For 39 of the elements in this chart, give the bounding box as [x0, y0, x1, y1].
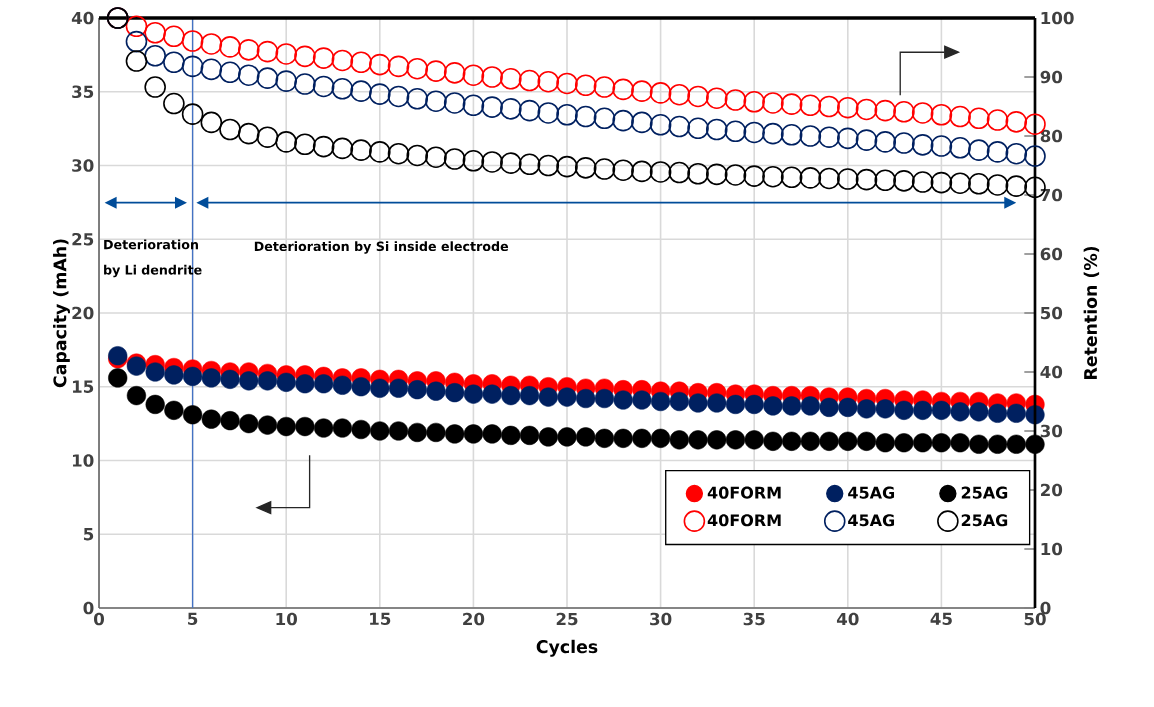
y2-tick-label: 40 — [1040, 365, 1063, 379]
y-axis-title: Capacity (mAh) — [53, 239, 70, 388]
x-tick-label: 40 — [836, 612, 859, 626]
y-tick-label: 20 — [72, 306, 94, 320]
annotation: Deterioration by Si inside electrode — [254, 241, 509, 254]
x-tick-label: 5 — [188, 612, 198, 626]
y2-tick-label: 90 — [1040, 70, 1063, 84]
y2-tick-label: 70 — [1040, 188, 1063, 202]
y2-tick-label: 80 — [1040, 129, 1063, 143]
x-tick-label: 15 — [370, 612, 391, 626]
legend-label: 45AG — [848, 486, 895, 499]
legend-label: 45AG — [848, 514, 895, 527]
y-tick-label: 25 — [72, 232, 94, 246]
y-tick-label: 0 — [83, 601, 94, 615]
legend-label: 25AG — [961, 486, 1008, 499]
x-tick-label: 35 — [743, 612, 765, 626]
y-tick-label: 35 — [72, 85, 94, 99]
x-axis-title: Cycles — [536, 639, 598, 657]
y-tick-label: 40 — [71, 11, 94, 25]
x-tick-label: 0 — [94, 612, 104, 626]
legend-label: 25AG — [961, 514, 1008, 527]
y2-tick-label: 10 — [1041, 542, 1063, 556]
x-tick-label: 30 — [650, 612, 672, 626]
x-tick-label: 25 — [556, 612, 578, 626]
legend-label: 40FORM — [707, 486, 781, 499]
y-tick-label: 30 — [72, 159, 94, 172]
x-tick-label: 45 — [930, 612, 952, 626]
y2-tick-label: 100 — [1041, 11, 1074, 25]
y2-tick-label: 20 — [1041, 483, 1063, 497]
y2-tick-label: 50 — [1040, 306, 1063, 320]
x-tick-label: 20 — [463, 612, 485, 626]
y2-tick-label: 30 — [1040, 424, 1063, 438]
y-tick-label: 15 — [72, 380, 94, 393]
x-tick-label: 10 — [276, 612, 297, 626]
y-tick-label: 10 — [72, 454, 94, 467]
y2-axis-title: Retention (%) — [1083, 246, 1100, 379]
y2-tick-label: 60 — [1040, 247, 1063, 261]
y-tick-label: 5 — [83, 528, 94, 541]
legend-label: 40FORM — [707, 514, 781, 527]
